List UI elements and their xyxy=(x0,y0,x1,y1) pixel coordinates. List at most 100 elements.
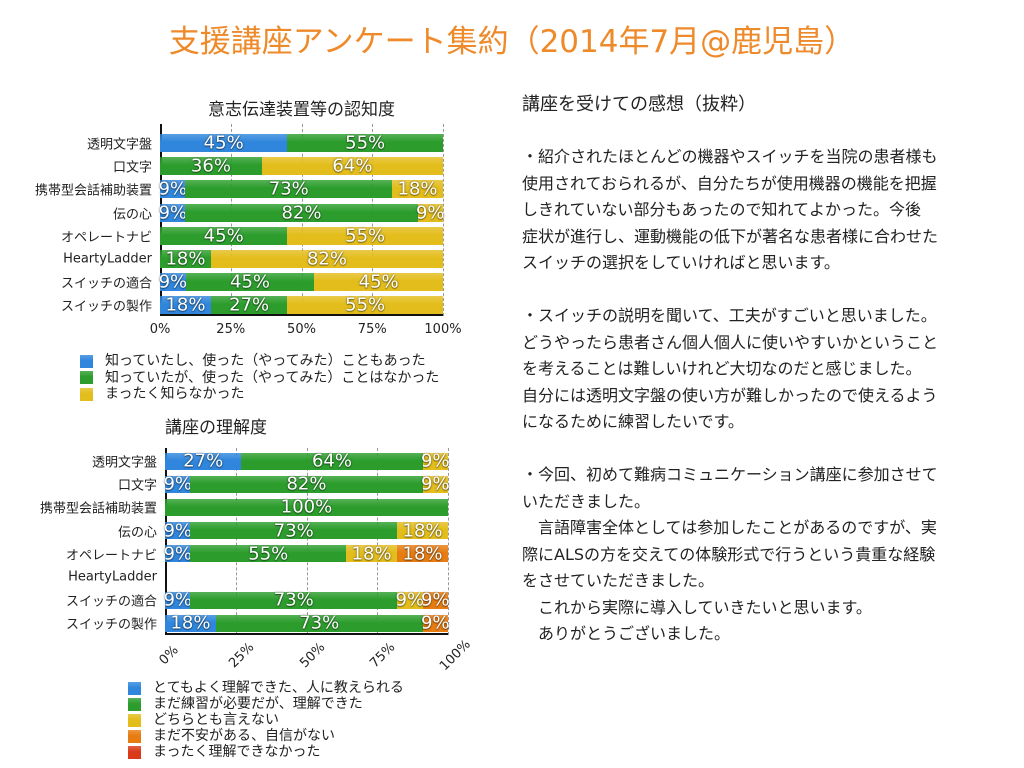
bar-segment: 73% xyxy=(190,520,398,542)
bar-segment: 36% xyxy=(160,155,262,177)
legend: とてもよく理解できた、人に教えられる まだ練習が必要だが、理解できた どちらとも言え… xyxy=(128,680,404,760)
bar-segment: 64% xyxy=(241,451,423,472)
comment-line: スイッチの選択をしていければと思います。 xyxy=(522,253,840,272)
comment-line: ・紹介されたほとんどの機器やスイッチを当院の患者様も xyxy=(522,147,938,166)
data-label: 9% xyxy=(163,589,193,611)
data-label: 82% xyxy=(306,248,347,270)
data-label: 73% xyxy=(273,589,314,611)
comment-line: ・スイッチの説明を聞いて、工夫がすごいと思いました。 xyxy=(522,306,937,325)
chart-title: 意志伝達装置等の認知度 xyxy=(208,100,395,120)
x-tick-label: 25% xyxy=(226,639,258,672)
comment-line: になるために練習したいです。 xyxy=(522,412,744,431)
category-label: スイッチの製作 xyxy=(60,299,152,315)
data-label: 82% xyxy=(281,202,322,224)
bar-segment: 9% xyxy=(163,520,193,542)
data-label: 27% xyxy=(183,450,224,472)
stacked-bar: 9% 45% 45% xyxy=(159,271,443,293)
legend-item: どちらとも言えない xyxy=(128,712,404,728)
legend-item: まったく理解できなかった xyxy=(128,744,404,760)
bar-segment: 9% xyxy=(163,543,193,565)
category-label: オペレートナビ xyxy=(65,548,157,564)
comment-line: を考えることは難しいけれど大切なのだと感じました。 xyxy=(522,359,922,378)
comment-line: しきれていない部分もあったので知れてよかった。今後 xyxy=(522,200,922,219)
data-label: 45% xyxy=(203,225,244,247)
legend-swatch xyxy=(80,354,93,368)
category-label: スイッチの製作 xyxy=(65,617,157,633)
data-label: 9% xyxy=(415,202,445,224)
legend: 知っていたし、使った（やってみた）こともあった 知っていたが、使った（やってみた）… xyxy=(80,353,439,403)
comments-body: ・紹介されたほとんどの機器やスイッチを当院の患者様も 使用されておられるが、自分た… xyxy=(522,144,1002,648)
comment-line: 言語障害全体としては参加したことがあるのですが、実 xyxy=(522,518,937,537)
stacked-bar: 9% 82% 9% xyxy=(158,202,445,224)
data-label: 9% xyxy=(420,473,450,495)
legend-item: 知っていたが、使った（やってみた）ことはなかった xyxy=(80,370,439,387)
stacked-bar: 27% 64% 9% xyxy=(165,450,450,472)
comment-line: 使用されておられるが、自分たちが使用機器の機能を把握 xyxy=(522,173,937,193)
category-label: オペレートナビ xyxy=(60,230,152,246)
bar-segment: 45% xyxy=(314,271,443,293)
legend-swatch xyxy=(80,387,93,401)
bar-segment: 27% xyxy=(210,295,288,316)
stacked-bar: 9% 55% 18% 18% xyxy=(163,543,448,565)
bar-segment: 45% xyxy=(185,272,315,293)
data-label: 55% xyxy=(345,294,386,316)
x-tick-label: 0% xyxy=(156,642,182,669)
legend-item: まだ練習が必要だが、理解できた xyxy=(128,696,404,712)
data-label: 100% xyxy=(280,496,333,518)
x-tick-label: 50% xyxy=(287,322,316,337)
data-label: 18% xyxy=(402,520,443,542)
legend-label: まだ練習が必要だが、理解できた xyxy=(153,696,363,712)
category-label: 口文字 xyxy=(112,160,152,176)
data-label: 9% xyxy=(163,543,193,565)
bar-segment: 82% xyxy=(185,202,418,224)
gridline xyxy=(306,448,308,635)
comment-line: ・今回、初めて難病コミュニケーション講座に参加させて xyxy=(522,465,938,484)
bar-segment: 9% xyxy=(158,179,187,200)
data-label: 9% xyxy=(420,450,450,472)
bar-segment: 18% xyxy=(160,295,211,316)
bar-segment: 18% xyxy=(397,543,448,564)
x-tick-label: 75% xyxy=(357,322,387,337)
bar-segment: 45% xyxy=(160,133,288,154)
legend-label: 知っていたが、使った（やってみた）ことはなかった xyxy=(105,369,440,386)
legend-swatch xyxy=(80,371,93,385)
stacked-bar: 100% xyxy=(165,496,448,518)
stacked-bar: 18% 82% xyxy=(160,248,443,270)
gridline xyxy=(443,124,444,316)
slide-title: 支援講座アンケート集約（2014年7月@鹿児島） xyxy=(168,24,856,60)
data-label: 45% xyxy=(358,271,399,293)
data-label: 18% xyxy=(165,248,206,270)
bar-segment: 9% xyxy=(421,613,450,634)
legend-swatch xyxy=(128,697,141,711)
category-label: 透明文字盤 xyxy=(91,455,157,471)
stacked-bar: 9% 82% 9% xyxy=(163,473,450,495)
stacked-bar: 45% 55% xyxy=(160,133,443,154)
bar-segment: 64% xyxy=(261,156,443,177)
data-label: 73% xyxy=(273,520,314,542)
legend-swatch xyxy=(128,729,141,743)
gridline xyxy=(448,448,449,635)
comment-line: いただきました。 xyxy=(522,491,651,511)
bar-segment: 9% xyxy=(158,202,188,224)
bar-segment: 27% xyxy=(165,450,242,472)
category-label: 口文字 xyxy=(117,478,157,494)
bar-segment: 82% xyxy=(210,248,443,270)
bar-segment: 55% xyxy=(287,225,443,246)
legend-swatch xyxy=(128,681,141,695)
data-label: 9% xyxy=(158,202,188,224)
gridline xyxy=(377,448,379,635)
bar-segment: 45% xyxy=(160,225,288,247)
bar-segment: 9% xyxy=(396,590,425,611)
legend-label: とてもよく理解できた、人に教えられる xyxy=(153,680,404,696)
x-tick-label: 100% xyxy=(436,637,474,674)
data-label: 73% xyxy=(299,612,340,634)
chart-title: 講座の理解度 xyxy=(165,418,267,438)
legend-label: まったく知らなかった xyxy=(105,386,245,403)
stacked-bar: 9% 73% 18% xyxy=(158,179,443,200)
y-axis xyxy=(165,448,167,635)
data-label: 36% xyxy=(190,155,231,177)
x-tick-label: 0% xyxy=(149,322,171,337)
data-label: 9% xyxy=(163,520,193,542)
bar-segment: 82% xyxy=(190,474,423,495)
bar-segment: 9% xyxy=(163,474,192,495)
